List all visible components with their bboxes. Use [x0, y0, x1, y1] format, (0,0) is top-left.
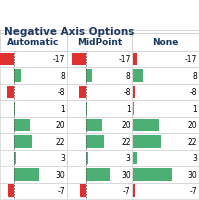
- Text: 1: 1: [126, 104, 131, 113]
- Bar: [0, 101, 67, 117]
- Text: 30: 30: [55, 170, 65, 179]
- Text: -17: -17: [185, 55, 197, 64]
- Text: 20: 20: [121, 121, 131, 130]
- Text: 3: 3: [60, 154, 65, 162]
- Bar: [133, 103, 134, 115]
- Bar: [80, 185, 86, 197]
- Bar: [86, 135, 103, 148]
- Text: 22: 22: [188, 137, 197, 146]
- Text: 8: 8: [60, 72, 65, 80]
- Text: 22: 22: [121, 137, 131, 146]
- Text: 20: 20: [188, 121, 197, 130]
- Text: -17: -17: [53, 55, 65, 64]
- Bar: [14, 119, 30, 131]
- Bar: [67, 101, 132, 117]
- Bar: [0, 150, 67, 166]
- Text: 1: 1: [60, 104, 65, 113]
- Bar: [14, 135, 32, 148]
- Bar: [132, 51, 199, 68]
- Bar: [133, 168, 172, 181]
- Bar: [132, 133, 199, 150]
- Bar: [67, 84, 132, 101]
- Text: 30: 30: [188, 170, 197, 179]
- Text: -7: -7: [190, 186, 197, 195]
- Bar: [67, 183, 132, 199]
- Bar: [0, 31, 199, 33]
- Bar: [67, 150, 132, 166]
- Bar: [0, 33, 67, 51]
- Bar: [79, 86, 86, 99]
- Bar: [86, 103, 87, 115]
- Bar: [0, 53, 14, 66]
- Bar: [67, 133, 132, 150]
- Text: 20: 20: [56, 121, 65, 130]
- Text: Automatic: Automatic: [7, 38, 60, 47]
- Bar: [7, 86, 14, 99]
- Bar: [0, 166, 67, 183]
- Bar: [132, 166, 199, 183]
- Bar: [132, 68, 199, 84]
- Text: None: None: [152, 38, 179, 47]
- Bar: [67, 117, 132, 133]
- Bar: [67, 33, 132, 51]
- Text: -7: -7: [58, 186, 65, 195]
- Text: 8: 8: [193, 72, 197, 80]
- Bar: [132, 84, 199, 101]
- Bar: [133, 53, 137, 66]
- Bar: [67, 166, 132, 183]
- Bar: [133, 86, 135, 99]
- Bar: [86, 152, 88, 164]
- Bar: [0, 117, 67, 133]
- Text: 8: 8: [126, 72, 131, 80]
- Bar: [133, 152, 137, 164]
- Bar: [133, 185, 135, 197]
- Bar: [132, 183, 199, 199]
- Bar: [72, 53, 86, 66]
- Text: -8: -8: [123, 88, 131, 97]
- Bar: [86, 70, 92, 82]
- Text: 1: 1: [193, 104, 197, 113]
- Bar: [14, 168, 39, 181]
- Bar: [86, 168, 110, 181]
- Text: -8: -8: [190, 88, 197, 97]
- Bar: [132, 33, 199, 51]
- Bar: [133, 119, 159, 131]
- Bar: [67, 51, 132, 68]
- Text: MidPoint: MidPoint: [77, 38, 122, 47]
- Bar: [14, 152, 17, 164]
- Bar: [0, 183, 67, 199]
- Text: 3: 3: [126, 154, 131, 162]
- Bar: [0, 84, 67, 101]
- Bar: [132, 117, 199, 133]
- Bar: [133, 70, 143, 82]
- Text: -7: -7: [123, 186, 131, 195]
- Bar: [67, 68, 132, 84]
- Bar: [132, 101, 199, 117]
- Text: -17: -17: [118, 55, 131, 64]
- Text: 30: 30: [121, 170, 131, 179]
- Bar: [132, 150, 199, 166]
- Bar: [14, 103, 15, 115]
- Bar: [14, 70, 20, 82]
- Text: -8: -8: [58, 88, 65, 97]
- Text: 22: 22: [56, 137, 65, 146]
- Bar: [86, 119, 102, 131]
- Bar: [0, 51, 67, 68]
- Bar: [0, 68, 67, 84]
- Bar: [133, 135, 161, 148]
- Text: 3: 3: [193, 154, 197, 162]
- Text: Negative Axis Options: Negative Axis Options: [4, 27, 134, 37]
- Bar: [8, 185, 14, 197]
- Bar: [0, 133, 67, 150]
